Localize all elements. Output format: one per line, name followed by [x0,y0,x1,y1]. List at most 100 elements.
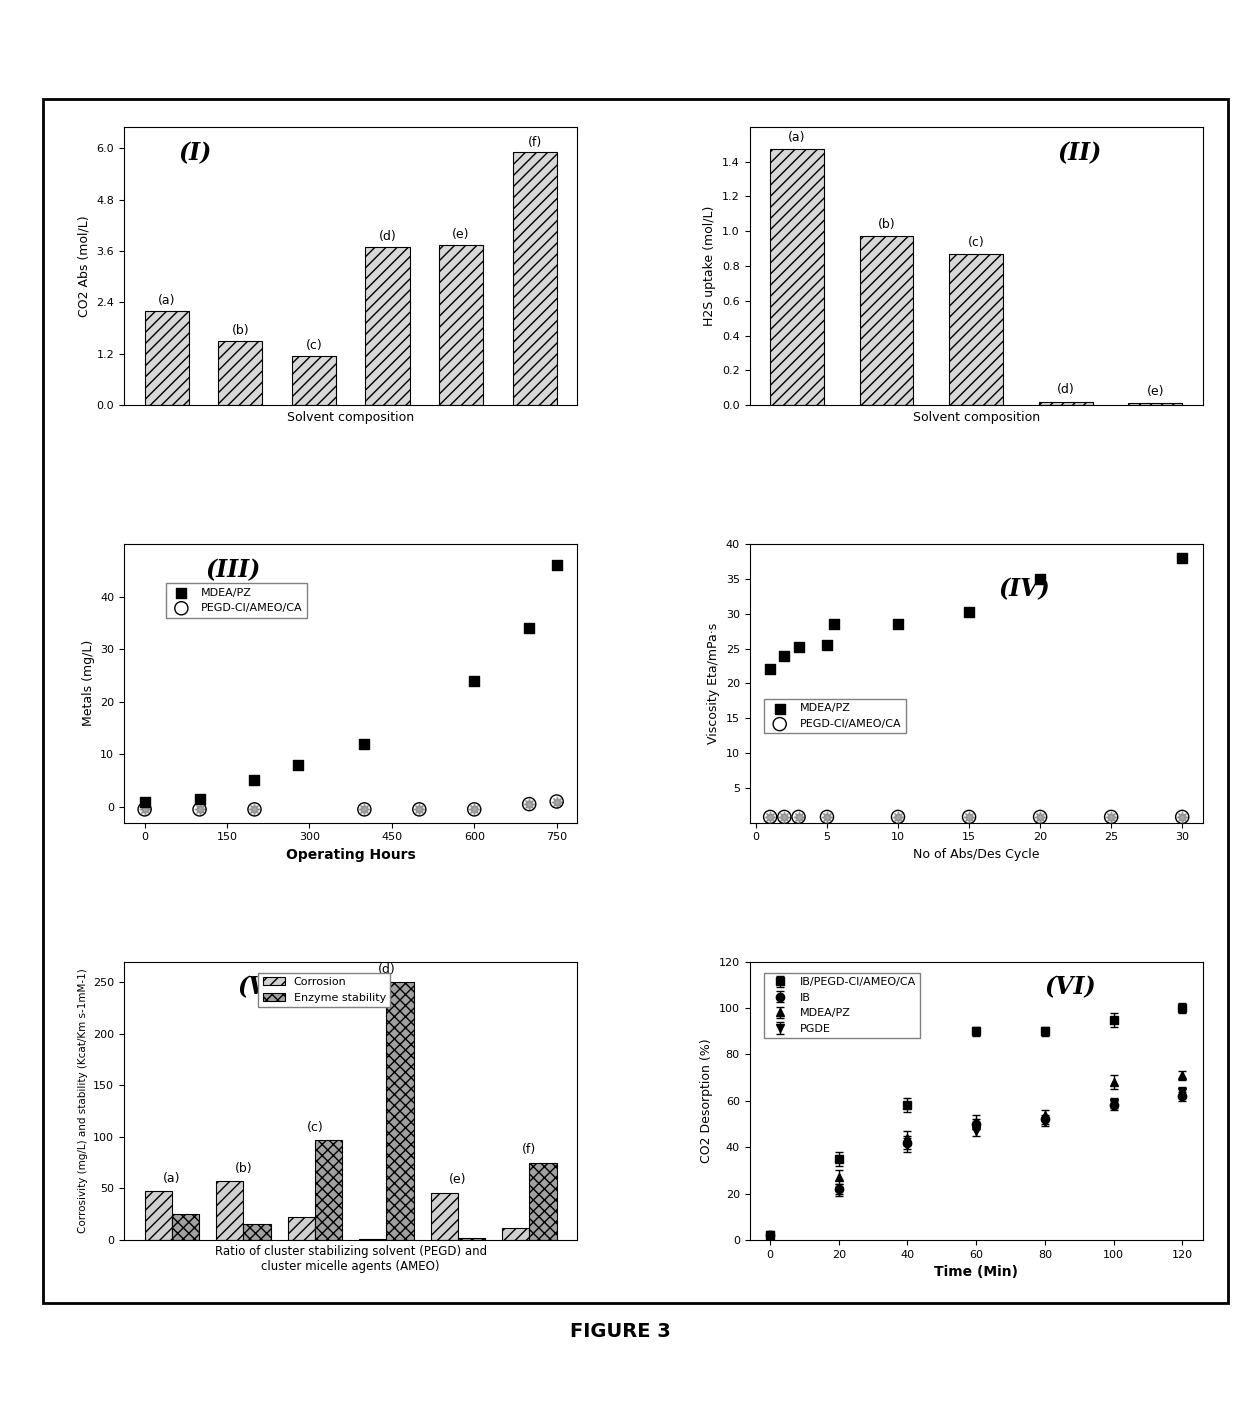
MDEA/PZ [1030,568,1050,590]
Text: (d): (d) [378,230,397,244]
Bar [288,1217,315,1240]
Point [959,806,978,828]
PEGD-Cl/AMEO/CA [959,806,978,828]
Text: (VI): (VI) [1044,975,1096,999]
Text: (a): (a) [162,1172,181,1185]
PEGD-Cl/AMEO/CA [1101,806,1121,828]
MDEA/PZ [547,554,567,576]
Bar [512,152,557,406]
Bar [529,1162,557,1240]
PEGD-Cl/AMEO/CA [547,790,567,813]
Point [135,797,155,820]
Bar [387,982,414,1240]
PEGD-Cl/AMEO/CA [409,797,429,820]
Bar [950,254,1003,406]
Text: (e): (e) [1147,385,1164,399]
PEGD-Cl/AMEO/CA [888,806,908,828]
Y-axis label: Metals (mg/L): Metals (mg/L) [82,640,94,727]
MDEA/PZ [789,635,808,658]
Y-axis label: Corrosivity (mg/L) and stability (Kcat/Km s-1mM-1): Corrosivity (mg/L) and stability (Kcat/K… [78,968,88,1233]
Text: (b): (b) [232,324,249,337]
Legend: MDEA/PZ, PEGD-Cl/AMEO/CA: MDEA/PZ, PEGD-Cl/AMEO/CA [166,583,308,617]
Point [520,793,539,816]
Bar [859,237,914,406]
Y-axis label: CO2 Desorption (%): CO2 Desorption (%) [701,1038,713,1162]
PEGD-Cl/AMEO/CA [244,797,264,820]
MDEA/PZ [289,754,309,776]
Y-axis label: CO2 Abs (mol/L): CO2 Abs (mol/L) [78,216,91,317]
PEGD-Cl/AMEO/CA [190,797,210,820]
Point [775,806,795,828]
PEGD-Cl/AMEO/CA [789,806,808,828]
MDEA/PZ [775,644,795,666]
Bar [172,1215,198,1240]
Point [1172,806,1192,828]
Bar [770,149,823,406]
MDEA/PZ [355,733,374,755]
PEGD-Cl/AMEO/CA [520,793,539,816]
Text: (c): (c) [306,1120,324,1134]
Point [817,806,837,828]
PEGD-Cl/AMEO/CA [760,806,780,828]
X-axis label: Operating Hours: Operating Hours [285,848,415,862]
Text: FIGURE 3: FIGURE 3 [569,1322,671,1341]
Point [355,797,374,820]
Bar [315,1140,342,1240]
Bar [366,247,409,406]
MDEA/PZ [959,602,978,624]
Bar [145,1192,172,1240]
Bar [1128,403,1182,406]
MDEA/PZ [888,613,908,635]
Bar [458,1239,485,1240]
Text: (b): (b) [234,1162,252,1175]
PEGD-Cl/AMEO/CA [1030,806,1050,828]
PEGD-Cl/AMEO/CA [355,797,374,820]
MDEA/PZ [244,769,264,792]
Text: (d): (d) [1056,383,1075,396]
Bar [430,1192,458,1240]
X-axis label: Solvent composition: Solvent composition [288,410,414,424]
MDEA/PZ [464,669,484,692]
Text: (f): (f) [527,137,542,149]
Point [190,797,210,820]
MDEA/PZ [135,790,155,813]
Point [888,806,908,828]
Text: (d): (d) [377,964,396,976]
PEGD-Cl/AMEO/CA [135,797,155,820]
PEGD-Cl/AMEO/CA [817,806,837,828]
Legend: MDEA/PZ, PEGD-Cl/AMEO/CA: MDEA/PZ, PEGD-Cl/AMEO/CA [764,699,905,734]
Text: (c): (c) [305,340,322,352]
X-axis label: Solvent composition: Solvent composition [913,410,1039,424]
Bar [439,245,484,406]
Text: (a): (a) [157,294,175,307]
Bar [243,1224,270,1240]
Y-axis label: Viscosity Eta/mPa·s: Viscosity Eta/mPa·s [707,623,720,744]
MDEA/PZ [520,617,539,640]
Bar [1039,402,1092,406]
MDEA/PZ [817,634,837,657]
Bar [218,341,263,406]
Point [789,806,808,828]
Text: (V): (V) [237,975,278,999]
Bar [145,311,188,406]
Legend: IB/PEGD-Cl/AMEO/CA, IB, MDEA/PZ, PGDE: IB/PEGD-Cl/AMEO/CA, IB, MDEA/PZ, PGDE [764,972,920,1038]
MDEA/PZ [1172,547,1192,569]
Point [244,797,264,820]
MDEA/PZ [190,788,210,810]
MDEA/PZ [825,613,844,635]
Legend: Corrosion, Enzyme stability: Corrosion, Enzyme stability [258,972,391,1007]
MDEA/PZ [760,658,780,681]
Text: (e): (e) [449,1174,466,1186]
PEGD-Cl/AMEO/CA [1172,806,1192,828]
X-axis label: Ratio of cluster stabilizing solvent (PEGD) and
cluster micelle agents (AMEO): Ratio of cluster stabilizing solvent (PE… [215,1246,487,1274]
Point [464,797,484,820]
Bar [502,1227,529,1240]
Point [760,806,780,828]
Text: (f): (f) [522,1144,537,1157]
Bar [216,1181,243,1240]
Text: (III): (III) [206,558,260,582]
Bar [291,356,336,406]
PEGD-Cl/AMEO/CA [464,797,484,820]
Point [409,797,429,820]
Text: (b): (b) [878,218,895,231]
